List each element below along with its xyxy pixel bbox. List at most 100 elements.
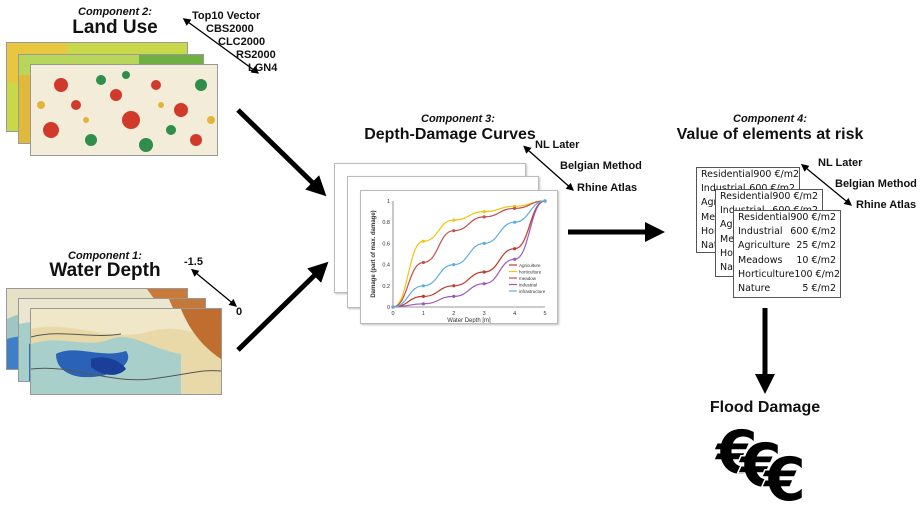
curves-source-nllater: NL Later xyxy=(535,139,580,151)
value-row: Natu xyxy=(697,239,799,253)
landuse-source-cbs2000: CBS2000 xyxy=(206,23,254,35)
value-row: Hor xyxy=(697,225,799,239)
data-point xyxy=(452,263,456,267)
value-row-label: Residential xyxy=(720,191,773,202)
value-row-label: Mea xyxy=(720,233,740,245)
value-table-front: Residential 900 €/m2 Industrial 600 €/m2 Agr… xyxy=(733,210,841,298)
value-row: Hor xyxy=(716,247,822,261)
curves-title: Depth-Damage Curves xyxy=(364,126,536,143)
data-point xyxy=(452,294,456,298)
value-row: Natu xyxy=(716,261,822,275)
landuse-component-label: Component 2: xyxy=(78,6,152,18)
waterdepth-title: Water Depth xyxy=(49,260,161,281)
data-point xyxy=(421,284,425,288)
data-point xyxy=(452,229,456,233)
x-axis-title: Water Depth [m] xyxy=(447,318,491,323)
series-line xyxy=(392,200,546,308)
arrow-waterdepth-to-curves xyxy=(236,261,329,352)
curves-component-label: Component 3: xyxy=(421,113,495,125)
landuse-title: Land Use xyxy=(72,17,158,38)
curves-source-belgian: Belgian Method xyxy=(560,160,642,172)
waterdepth-component-label: Component 1: xyxy=(68,250,142,262)
value-row-value: 100 €/m2 xyxy=(794,268,841,280)
landuse-map-front xyxy=(30,64,218,156)
waterdepth-range-bottom: 0 xyxy=(236,306,243,318)
waterdepth-range-top: -1.5 xyxy=(184,256,203,268)
y-tick-label: 0 xyxy=(387,305,390,311)
value-row: Meadows 10 €/m2 xyxy=(734,254,840,268)
value-row-label: Meadows xyxy=(738,254,783,266)
y-tick-label: 0.4 xyxy=(382,263,390,269)
data-point xyxy=(421,302,425,306)
series-line xyxy=(392,200,546,308)
value-row-value: 25 €/m2 xyxy=(796,240,836,252)
waterdepth-map-front xyxy=(30,308,222,395)
x-tick-label: 1 xyxy=(422,311,425,317)
x-tick-label: 5 xyxy=(543,311,546,317)
data-point xyxy=(482,282,486,286)
data-point xyxy=(482,215,486,219)
landuse-sources-arrow xyxy=(182,18,260,74)
value-row-label: Agri xyxy=(720,219,740,231)
value-row: Agriculture 25 €/m2 xyxy=(734,239,840,253)
value-row-label: Hor xyxy=(720,247,737,259)
legend-label: meadow xyxy=(519,276,537,281)
value-source-rhine: Rhine Atlas xyxy=(856,199,917,211)
value-source-belgian: Belgian Method xyxy=(835,178,917,190)
euro-icon-2: € xyxy=(739,431,784,501)
x-tick-label: 0 xyxy=(391,311,394,317)
value-row: Agri xyxy=(716,218,822,232)
value-row-value: 10 €/m2 xyxy=(796,254,836,266)
value-row-label: Horticulture xyxy=(738,268,795,280)
arrow-landuse-to-curves xyxy=(236,108,327,197)
data-point xyxy=(513,220,517,224)
value-row: Nature 5 €/m2 xyxy=(734,282,840,296)
data-point xyxy=(482,210,486,214)
data-point xyxy=(421,294,425,298)
value-row-label: Hor xyxy=(701,225,718,237)
value-row-label: Industrial xyxy=(701,182,746,196)
x-tick-label: 3 xyxy=(483,311,486,317)
data-point xyxy=(543,199,547,203)
value-row-value: 600 €/m2 xyxy=(790,226,836,238)
series-line xyxy=(392,200,546,308)
legend-label: Agriculture xyxy=(519,263,541,268)
euro-icon-1: € xyxy=(716,418,758,488)
y-tick-label: 1 xyxy=(387,199,390,205)
curves-sources-arrow xyxy=(523,145,574,191)
landuse-source-clc2000: CLC2000 xyxy=(218,36,266,48)
value-row-value: 600 €/m2 xyxy=(749,182,795,196)
value-title: Value of elements at risk xyxy=(676,126,864,143)
data-point xyxy=(482,270,486,274)
series-line xyxy=(392,200,546,308)
landuse-source-top10: Top10 Vector xyxy=(192,10,261,22)
depth-damage-chart: 0 1 2 3 4 5 0 0.2 0.4 0.6 0.8 1 Water Depth [m] Damag… xyxy=(371,199,547,324)
data-point xyxy=(513,206,517,211)
value-row: Residential 900 €/m2 xyxy=(734,211,840,225)
y-tick-label: 0.6 xyxy=(382,241,390,247)
value-row-value: 5 €/m2 xyxy=(802,283,836,295)
x-tick-label: 4 xyxy=(513,311,516,317)
y-tick-label: 0.2 xyxy=(382,284,390,290)
x-tick-label: 2 xyxy=(452,311,455,317)
data-point xyxy=(452,284,456,288)
value-row-label: Natu xyxy=(720,262,743,274)
legend-label: industrial xyxy=(519,282,537,287)
data-point xyxy=(421,260,425,265)
value-row-label: Nature xyxy=(738,283,771,295)
chart-axes: 0 1 2 3 4 5 0 0.2 0.4 0.6 0.8 1 Water Depth [m] Damag… xyxy=(371,199,547,324)
value-sources-arrow xyxy=(800,163,853,206)
value-source-nllater: NL Later xyxy=(818,157,863,169)
data-point xyxy=(452,218,456,222)
waterdepth-range-arrow xyxy=(190,268,238,307)
data-point xyxy=(421,239,425,243)
value-row-label: Natu xyxy=(701,240,724,252)
value-row-label: Agriculture xyxy=(738,240,791,252)
value-row: Residential 900 €/m2 xyxy=(697,168,799,182)
data-point xyxy=(513,247,517,251)
value-row-label: Residential xyxy=(701,169,754,180)
